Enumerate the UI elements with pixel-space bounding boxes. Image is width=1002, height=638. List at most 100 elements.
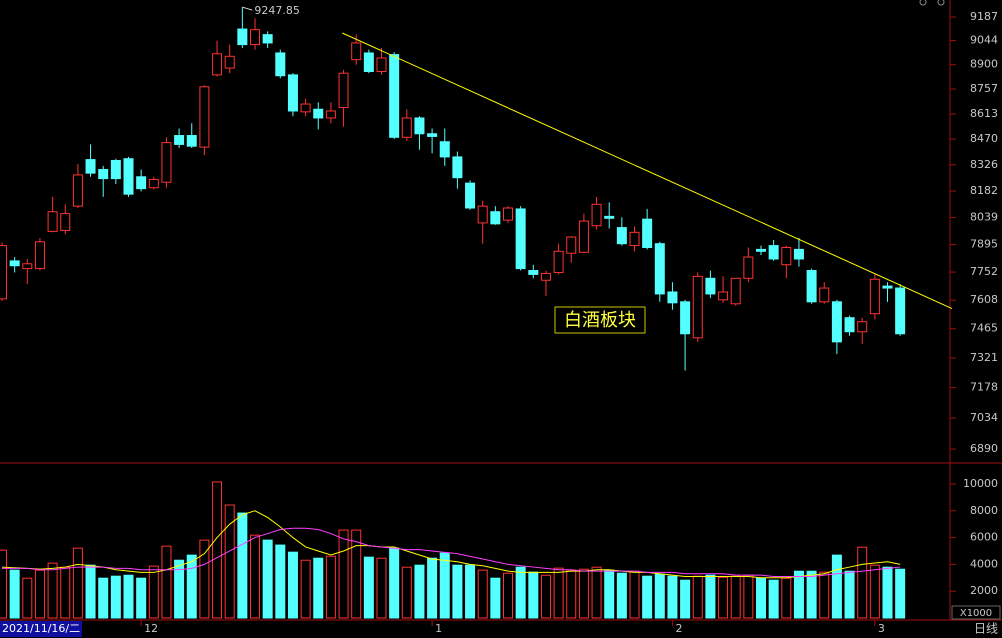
y-tick-label: 7034 [970, 411, 998, 424]
candle-body [578, 220, 589, 253]
y-tick-label: 7895 [970, 238, 998, 251]
candle-body [186, 135, 197, 147]
candle-body [730, 277, 741, 305]
y-tick-label: 6890 [970, 442, 998, 455]
candle-body [72, 174, 83, 207]
candle-body [0, 245, 7, 300]
volume-bar [199, 539, 210, 619]
x-tick-label: 1 [435, 622, 442, 635]
volume-bar [250, 534, 260, 619]
max-label: 9247.85 [254, 4, 300, 17]
volume-bar [338, 529, 349, 619]
volume-bar [616, 572, 627, 619]
volume-bar [123, 574, 134, 619]
candle-body [465, 182, 476, 209]
volume-bar [515, 566, 526, 619]
volume-bar [414, 564, 425, 619]
candle-body [591, 203, 602, 227]
candle-body [743, 256, 754, 279]
candle-body [363, 52, 374, 72]
period-label[interactable]: 日线 [974, 622, 998, 636]
volume-bar [680, 579, 691, 619]
y-tick-label: 7321 [970, 351, 998, 364]
candle-body [34, 241, 45, 270]
volume-bar [136, 577, 147, 619]
y-tick-label: 4000 [970, 557, 998, 570]
max-pointer [242, 6, 253, 11]
candle-body [389, 54, 400, 138]
volume-bar [22, 577, 33, 619]
candle-body [136, 176, 147, 190]
candle-body [262, 34, 273, 44]
candle-body [705, 277, 716, 295]
candle-body [882, 285, 893, 289]
y-tick-label: 7608 [970, 293, 998, 306]
candle-body [22, 263, 33, 270]
candle-body [237, 28, 248, 46]
candle-body [540, 272, 551, 281]
volume-bar [553, 567, 564, 619]
candle-body [844, 317, 855, 333]
volume-bar [578, 568, 589, 619]
candle-body [376, 57, 387, 72]
candle-body [161, 142, 172, 183]
candle-body [831, 301, 842, 343]
candle-body [642, 218, 653, 248]
candle-body [793, 248, 804, 260]
candle-body [351, 42, 362, 61]
candle-body [477, 205, 488, 224]
candle-body [47, 211, 58, 232]
cursor-date: 2021/11/16/二 [2, 622, 80, 635]
volume-bar [174, 559, 185, 619]
candle-body [439, 141, 450, 158]
volume-bar [895, 568, 906, 619]
volume-bar [313, 557, 324, 619]
volume-bar [148, 565, 159, 619]
y-tick-label: 8613 [970, 107, 998, 120]
x-tick-label: 3 [878, 622, 885, 635]
y-tick-label: 8182 [970, 184, 998, 197]
candle-body [503, 207, 513, 221]
volume-bar [756, 577, 766, 619]
volume-bar [376, 557, 387, 619]
volume-bar [768, 579, 779, 619]
y-tick-label: 8326 [970, 158, 998, 171]
candle-body [490, 211, 501, 225]
volume-bar [477, 569, 488, 619]
candle-body [819, 287, 830, 303]
candle-body [300, 103, 311, 113]
volume-bar [300, 559, 311, 619]
candle-body [515, 208, 526, 270]
tool-icon[interactable] [937, 0, 945, 6]
volume-bar [427, 557, 438, 619]
volume-bar [161, 545, 172, 619]
candle-body [895, 287, 906, 335]
y-tick-label: 9187 [970, 10, 998, 23]
candle-body [869, 278, 880, 315]
y-tick-label: 7752 [970, 265, 998, 278]
candle-body [718, 291, 729, 301]
volume-bar [857, 546, 868, 619]
candle-body [9, 260, 20, 267]
volume-bar [642, 575, 653, 619]
tool-icon[interactable] [919, 0, 927, 6]
candle-body [857, 321, 868, 333]
volume-bar [528, 571, 539, 619]
volume-bar [186, 554, 197, 619]
candle-body [654, 243, 665, 295]
volume-bar [287, 551, 298, 619]
volume-bar [844, 570, 855, 619]
x-tick-label: 2 [675, 622, 682, 635]
candle-body [667, 291, 678, 304]
volume-bar [85, 564, 96, 619]
candle-body [338, 72, 349, 109]
y-tick-label: 8039 [970, 210, 998, 223]
candle-body [781, 246, 792, 266]
volume-bar [224, 504, 235, 619]
y-tick-label: 7178 [970, 381, 998, 394]
volume-bar [806, 570, 817, 619]
candle-body [174, 135, 185, 145]
volume-ma-line [1, 510, 901, 579]
candle-body [692, 275, 703, 339]
